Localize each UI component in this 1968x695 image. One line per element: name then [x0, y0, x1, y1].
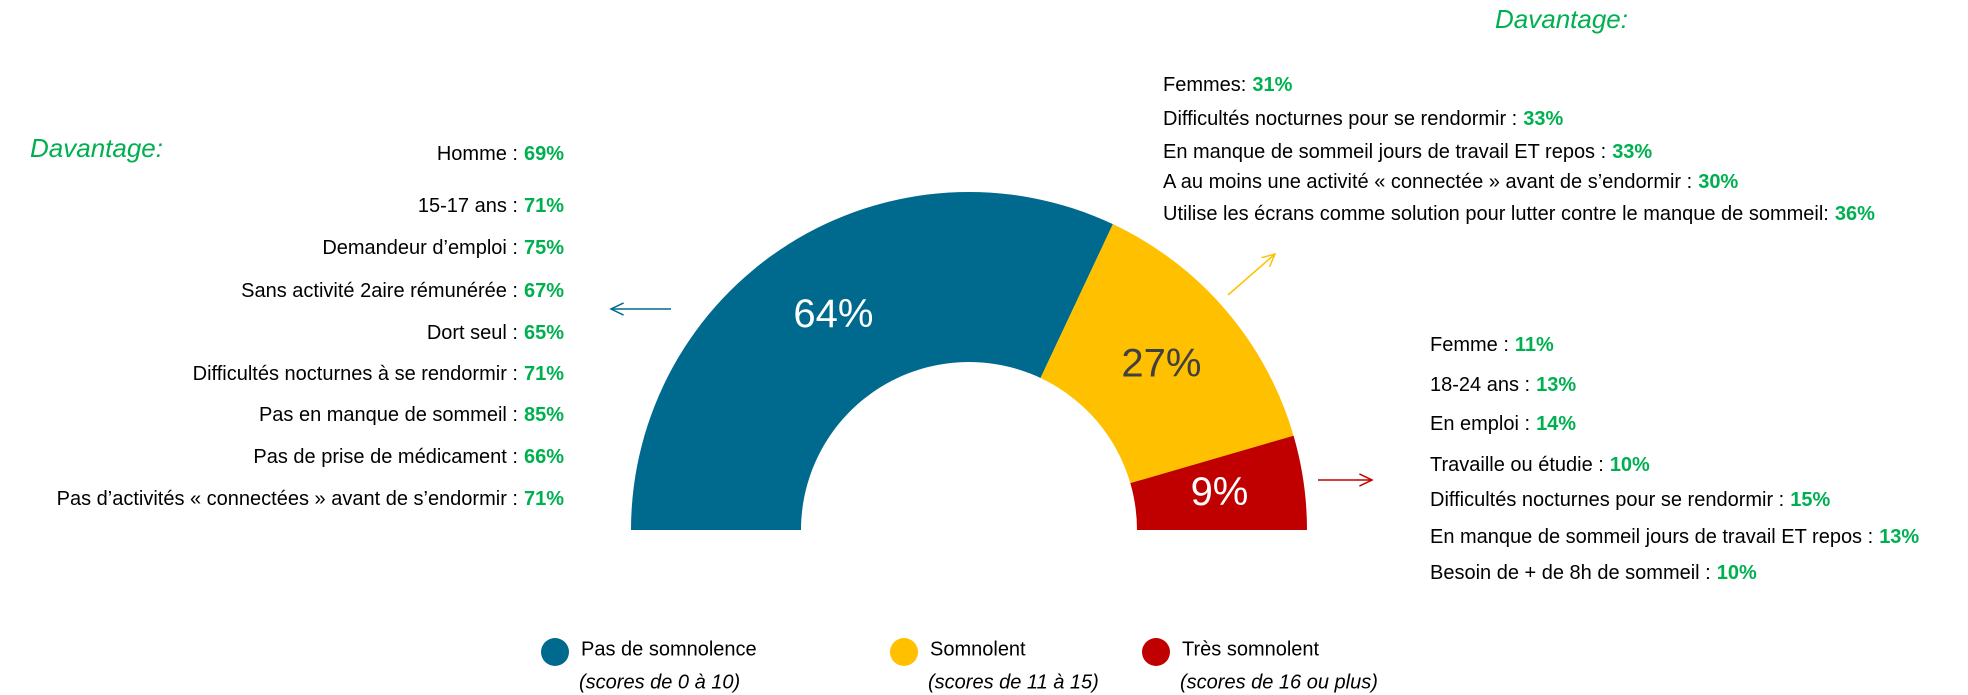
annotation-value: 30% [1698, 171, 1738, 193]
annotation-label: Travaille ou étudie : [1430, 454, 1604, 476]
legend-label: Pas de somnolence [581, 638, 757, 660]
slice-label: 64% [793, 292, 873, 336]
annotation-label: En manque de sommeil jours de travail ET… [1430, 526, 1873, 548]
annotation-item: Femme : 11% [1430, 334, 1554, 356]
annotation-label: 15-17 ans : [418, 195, 518, 217]
annotation-label: Pas d’activités « connectées » avant de … [57, 488, 518, 510]
annotation-item: Difficultés nocturnes pour se rendormir … [1163, 108, 1563, 130]
annotation-label: Sans activité 2aire rémunérée : [241, 280, 518, 302]
annotation-label: Demandeur d’emploi : [322, 237, 518, 259]
legend-sublabel: (scores de 16 ou plus) [1180, 671, 1378, 693]
annotation-value: 10% [1610, 454, 1650, 476]
annotation-item: Sans activité 2aire rémunérée : 67% [241, 280, 564, 302]
annotation-value: 71% [524, 488, 564, 510]
annotation-label: Difficultés nocturnes pour se rendormir … [1430, 489, 1784, 511]
annotation-value: 65% [524, 322, 564, 344]
annotation-value: 13% [1879, 526, 1919, 548]
annotation-item: 15-17 ans : 71% [418, 195, 564, 217]
annotation-value: 14% [1536, 413, 1576, 435]
legend-label: Très somnolent [1182, 638, 1320, 660]
annotation-label: 18-24 ans : [1430, 374, 1530, 396]
slice-label: 9% [1191, 470, 1249, 514]
annotation-value: 67% [524, 280, 564, 302]
arrow-head [1359, 473, 1374, 487]
annotation-label: Femme : [1430, 334, 1509, 356]
annotation-value: 11% [1515, 334, 1554, 356]
arrow-head [609, 302, 624, 316]
legend-swatch [1142, 638, 1170, 666]
annotation-item: En emploi : 14% [1430, 413, 1576, 435]
annotation-label: Besoin de + de 8h de sommeil : [1430, 562, 1711, 584]
annotation-item: 18-24 ans : 13% [1430, 374, 1576, 396]
annotation-label: Difficultés nocturnes à se rendormir : [193, 363, 518, 385]
legend-sublabel: (scores de 11 à 15) [928, 671, 1099, 693]
annotation-label: Dort seul : [427, 322, 518, 344]
annotation-item: Pas d’activités « connectées » avant de … [57, 488, 565, 510]
legend-sublabel: (scores de 0 à 10) [579, 671, 740, 693]
annotation-label: A au moins une activité « connectée » av… [1163, 171, 1692, 193]
annotation-heading: Davantage: [30, 133, 163, 163]
arrow-head [1261, 252, 1277, 268]
annotation-label: En manque de sommeil jours de travail ET… [1163, 141, 1606, 163]
annotation-label: En emploi : [1430, 413, 1530, 435]
annotation-label: Pas en manque de sommeil : [259, 404, 518, 426]
annotation-value: 10% [1717, 562, 1757, 584]
annotation-label: Difficultés nocturnes pour se rendormir … [1163, 108, 1517, 130]
annotation-value: 36% [1835, 203, 1875, 225]
annotation-item: Travaille ou étudie : 10% [1430, 454, 1650, 476]
annotation-item: Besoin de + de 8h de sommeil : 10% [1430, 562, 1757, 584]
annotation-value: 33% [1612, 141, 1652, 163]
annotation-value: 71% [524, 195, 564, 217]
annotation-value: 31% [1252, 74, 1292, 96]
annotation-value: 66% [524, 446, 564, 468]
annotation-item: Utilise les écrans comme solution pour l… [1163, 203, 1875, 225]
annotation-value: 33% [1523, 108, 1563, 130]
arrow [1227, 253, 1276, 296]
annotation-heading: Davantage: [1495, 4, 1628, 34]
annotation-item: Pas de prise de médicament : 66% [253, 446, 564, 468]
annotation-value: 71% [524, 363, 564, 385]
annotation-item: A au moins une activité « connectée » av… [1163, 171, 1738, 193]
annotation-label: Homme : [437, 143, 518, 165]
annotation-value: 69% [524, 143, 564, 165]
annotation-item: Homme : 69% [437, 143, 564, 165]
annotation-label: Femmes: [1163, 74, 1246, 96]
slice-label: 27% [1121, 341, 1201, 385]
annotation-label: Utilise les écrans comme solution pour l… [1163, 203, 1829, 225]
annotation-item: Femmes: 31% [1163, 74, 1293, 96]
annotation-item: En manque de sommeil jours de travail ET… [1163, 141, 1652, 163]
slice [1130, 435, 1307, 530]
annotation-item: Dort seul : 65% [427, 322, 564, 344]
annotation-value: 15% [1790, 489, 1830, 511]
legend-label: Somnolent [930, 638, 1026, 660]
slice [1040, 224, 1294, 484]
legend-swatch [541, 638, 569, 666]
annotation-value: 75% [524, 237, 564, 259]
annotation-label: Pas de prise de médicament : [253, 446, 518, 468]
annotation-value: 85% [524, 404, 564, 426]
annotation-item: Demandeur d’emploi : 75% [322, 237, 564, 259]
annotation-item: Difficultés nocturnes pour se rendormir … [1430, 489, 1830, 511]
legend-swatch [890, 638, 918, 666]
annotation-item: Difficultés nocturnes à se rendormir : 71… [193, 363, 565, 385]
annotation-value: 13% [1536, 374, 1576, 396]
annotation-item: En manque de sommeil jours de travail ET… [1430, 526, 1919, 548]
slice [631, 191, 1113, 530]
annotation-item: Pas en manque de sommeil : 85% [259, 404, 564, 426]
